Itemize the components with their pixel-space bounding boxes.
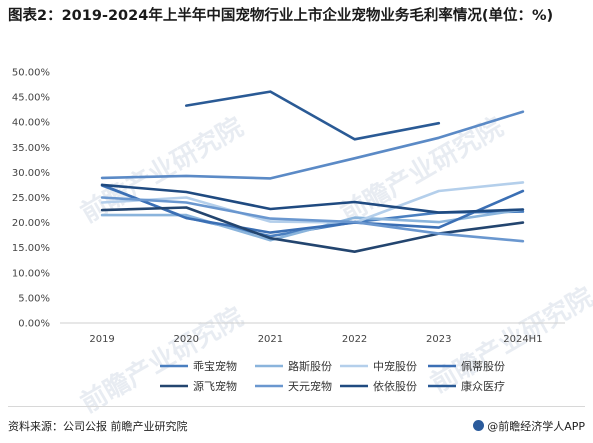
y-tick-label: 15.00% [12,243,50,254]
x-tick-label: 2020 [174,334,199,345]
y-tick-label: 5.00% [18,293,50,304]
x-tick-label: 2024H1 [503,334,542,345]
x-tick-label: 2019 [89,334,114,345]
line-chart: 0.00% 5.00% 10.00% 15.00% 20.00% 25.00% 30.00%… [12,68,565,393]
series-line [100,183,525,234]
source-note: 资料来源：公司公报 前瞻产业研究院 [8,420,188,433]
y-tick-label: 35.00% [12,143,50,154]
legend-label: 路斯股份 [288,360,332,373]
y-tick-label: 45.00% [12,93,50,104]
legend-label: 乖宝宠物 [193,359,237,373]
x-tick-label: 2023 [426,334,451,345]
y-tick-label: 10.00% [12,268,50,279]
series-line [100,183,525,214]
y-tick-label: 20.00% [12,218,50,229]
legend-label: 天元宠物 [288,379,332,393]
series-line [100,110,525,180]
legend-label: 中宠股份 [373,359,417,373]
legend-label: 康众医疗 [461,379,505,393]
y-tick-label: 40.00% [12,118,50,129]
brand-logo-icon [473,420,485,431]
legend-label: 依依股份 [373,380,417,393]
y-tick-label: 50.00% [12,68,50,79]
series-line [100,181,525,224]
brand-credit: @前瞻经济学人APP [473,418,585,434]
brand-text: @前瞻经济学人APP [487,420,585,433]
x-tick-label: 2021 [258,334,283,345]
x-tick-label: 2022 [342,334,367,345]
series-line [100,206,525,253]
footer-divider [8,406,585,407]
series-line [100,196,525,243]
series-line [185,90,441,141]
y-tick-label: 0.00% [18,319,50,330]
y-tick-label: 30.00% [12,168,50,179]
legend-label: 源飞宠物 [193,379,237,393]
chart-title: 图表2：2019-2024年上半年中国宠物行业上市企业宠物业务毛利率情况(单位：… [8,8,554,24]
legend-label: 佩蒂股份 [461,359,505,373]
y-tick-label: 25.00% [12,193,50,204]
